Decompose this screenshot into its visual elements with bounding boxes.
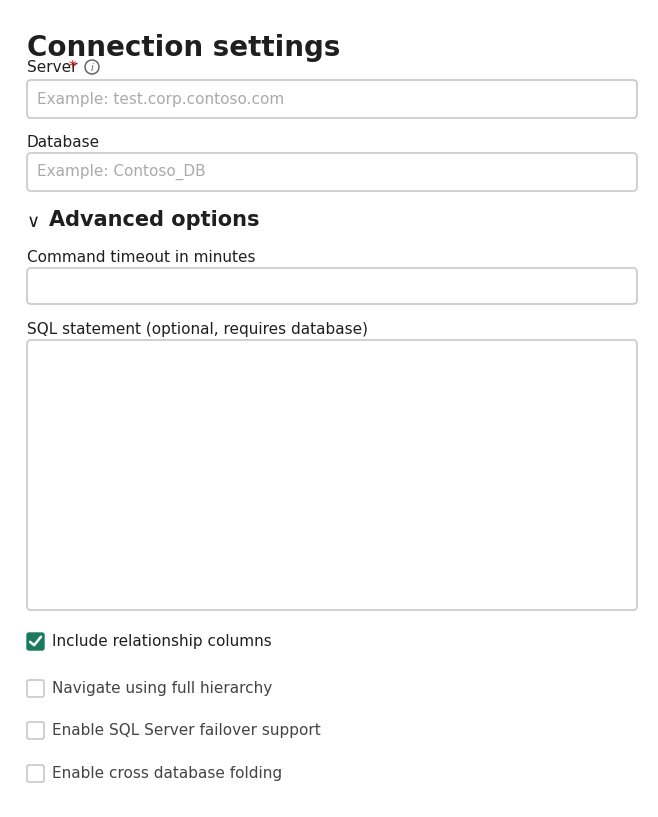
Text: SQL statement (optional, requires database): SQL statement (optional, requires databa… bbox=[27, 322, 368, 337]
Text: *: * bbox=[69, 60, 76, 75]
FancyBboxPatch shape bbox=[27, 722, 44, 739]
FancyBboxPatch shape bbox=[27, 80, 637, 118]
Text: Navigate using full hierarchy: Navigate using full hierarchy bbox=[52, 681, 272, 696]
Text: Include relationship columns: Include relationship columns bbox=[52, 634, 272, 649]
Text: Server: Server bbox=[27, 60, 78, 75]
Text: Connection settings: Connection settings bbox=[27, 34, 340, 62]
Text: Enable SQL Server failover support: Enable SQL Server failover support bbox=[52, 723, 320, 738]
FancyBboxPatch shape bbox=[27, 153, 637, 191]
Text: Example: Contoso_DB: Example: Contoso_DB bbox=[37, 164, 205, 180]
FancyBboxPatch shape bbox=[27, 633, 44, 650]
FancyBboxPatch shape bbox=[27, 765, 44, 782]
Text: Enable cross database folding: Enable cross database folding bbox=[52, 766, 282, 781]
Text: ∨: ∨ bbox=[27, 213, 40, 231]
FancyBboxPatch shape bbox=[27, 680, 44, 697]
Text: i: i bbox=[91, 62, 93, 73]
FancyBboxPatch shape bbox=[27, 268, 637, 304]
Text: Command timeout in minutes: Command timeout in minutes bbox=[27, 250, 255, 265]
Text: Advanced options: Advanced options bbox=[49, 210, 259, 230]
Text: Example: test.corp.contoso.com: Example: test.corp.contoso.com bbox=[37, 92, 284, 106]
FancyBboxPatch shape bbox=[27, 340, 637, 610]
Text: Database: Database bbox=[27, 135, 100, 150]
